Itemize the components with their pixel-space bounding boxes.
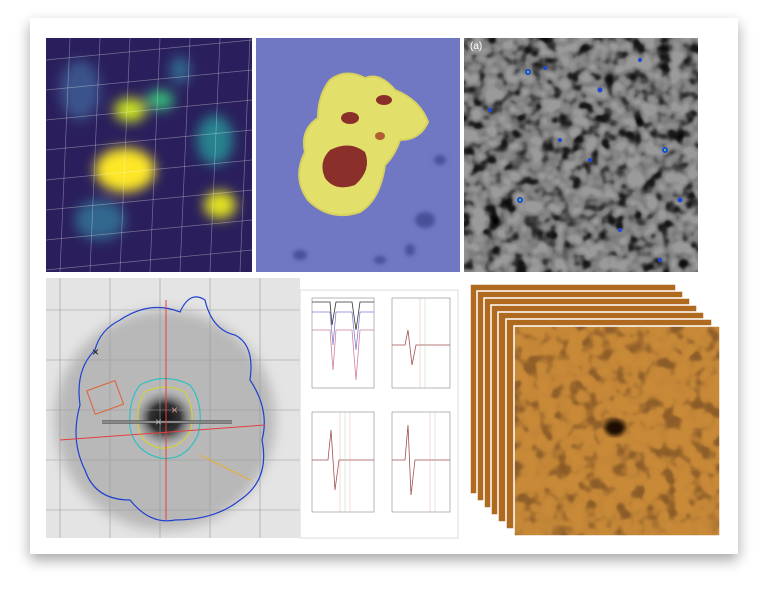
sunspot-mask-panel [256, 38, 460, 272]
marker: × [171, 403, 178, 417]
marker: × [92, 345, 99, 359]
frame-stack [469, 283, 721, 537]
marker: × [155, 415, 162, 429]
granulation-panel: (a) [464, 38, 698, 272]
panel-label: (a) [470, 41, 482, 52]
spectra-panel [299, 289, 459, 539]
magnetogram-panel [46, 38, 252, 272]
contour-panel: × × × [46, 278, 300, 538]
